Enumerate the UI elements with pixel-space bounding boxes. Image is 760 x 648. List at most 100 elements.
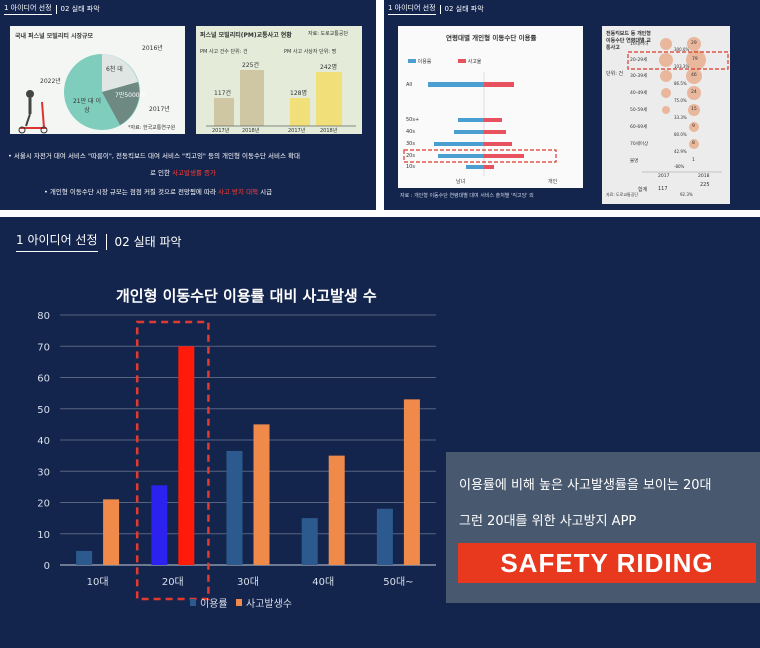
bar-usage (376, 508, 393, 565)
pm-value-2: 225건 (242, 62, 259, 69)
side-pct-1: 103.3% (674, 64, 690, 69)
side-row-4: 50-59세 (630, 108, 648, 113)
row-10s: 10s (406, 164, 415, 170)
pm-sub2: PM 사고 사상자 단위: 명 (284, 49, 337, 55)
x-tick-label: 20대 (162, 576, 184, 588)
slide-age-usage: 1 아이디어 선정 02 실태 파악 연령대별 개인형 이동수단 이용률 이용률… (384, 0, 760, 210)
panel-a-source: *자료: 한국교통연구원 (128, 125, 176, 131)
y-tick-label: 0 (44, 561, 50, 572)
side-row-2: 30-39세 (630, 74, 648, 79)
side-total-label: 합계 (638, 187, 648, 193)
breadcrumb-step1: 1 아이디어 선정 (16, 231, 98, 252)
y-tick-label: 40 (37, 436, 50, 447)
age-accident-panel: 전동킥보드 등 개인형이동수단 연령대별 교통사고 단위: 건 10대이하 20… (602, 26, 730, 204)
breadcrumb-step2: 02 실태 파악 (114, 235, 182, 249)
side-year-2018: 2018 (698, 174, 710, 179)
highlight-box (135, 320, 210, 601)
x-tick-label: 40대 (312, 576, 334, 588)
label-2022: 2022년 (40, 78, 61, 85)
side-year-2017: 2017 (658, 174, 670, 179)
side-row-3: 40-49세 (630, 91, 648, 96)
market-size-panel: 국내 퍼스널 모빌리티 시장규모 2016년 6천 대 7만5000대 2017… (10, 26, 185, 134)
side-pct-3: 75.0% (674, 98, 687, 103)
x-tick-label: 50대~ (383, 576, 413, 588)
market-pie-chart (64, 54, 140, 130)
breadcrumb: 1 아이디어 선정 02 실태 파악 (4, 3, 100, 15)
legend-label-accidents: 사고발생수 (246, 598, 292, 610)
breadcrumb-step2: 02 실태 파악 (60, 5, 100, 13)
y-tick-label: 10 (37, 530, 50, 541)
bullet-1b: 로 인한 사고발생률 증가 (150, 167, 216, 177)
side-row-7: 불명 (630, 159, 639, 164)
label-2017: 2017년 (149, 106, 170, 113)
breadcrumb-step1: 1 아이디어 선정 (4, 3, 52, 15)
legend-label-usage: 이용률 (200, 598, 228, 610)
bullet-1b-red: 사고발생률 증가 (172, 169, 217, 177)
bullet-2: • 개인형 이동수단 시장 규모는 점점 커질 것으로 전망됨에 따라 사고 방… (44, 188, 273, 196)
legend-swatch-accidents (236, 599, 242, 606)
pm-value-4: 242명 (320, 64, 337, 71)
side-pct-2: 86.5% (674, 81, 687, 86)
side-pct-0: 300.0% (674, 47, 690, 52)
usage-accident-chart: 0 10 20 30 40 50 60 70 80 10대 20대 30대 40대 50대~ 이용률 사고발생… (37, 311, 436, 610)
side-title: 전동킥보드 등 개인형이동수단 연령대별 교통사고 (606, 31, 651, 51)
safety-riding-banner: SAFETY RIDING (458, 543, 756, 583)
y-tick-label: 80 (37, 311, 50, 322)
label-6000: 6천 대 (106, 66, 123, 73)
y-tick-label: 70 (37, 342, 50, 353)
label-2016: 2016년 (142, 45, 163, 52)
row-30s: 30s (406, 141, 415, 147)
side-pct-6: 42.9% (674, 149, 687, 154)
side-value-6: 8 (692, 141, 695, 146)
bar-accidents (328, 455, 345, 565)
pm-accident-source: 자료: 도로교통공단 (308, 31, 349, 37)
age-usage-source: 자료 : 개인형 이동수단 연령대별 대여 서비스 출처별 '킥고잉' 외 (400, 193, 534, 199)
pm-year-3: 2017년 (288, 128, 306, 134)
y-tick-label: 50 (37, 405, 50, 416)
legend-accident-label: 사고율 (467, 59, 482, 65)
side-row-5: 60-69세 (630, 125, 648, 130)
market-size-title: 국내 퍼스널 모빌리티 시장규모 (15, 33, 94, 40)
side-total-pct: 92.3% (680, 192, 693, 197)
bullet-1: • 서울시 자전거 대여 서비스 "따릉이", 전동킥보드 대여 서비스 "킥고… (8, 152, 300, 160)
callout-line-2: 그런 20대를 위한 사고방지 APP (459, 514, 637, 529)
pm-value-1: 117건 (214, 90, 231, 97)
breadcrumb: 1 아이디어 선정 02 실태 파악 (388, 3, 484, 15)
insight-callout: 이용률에 비해 높은 사고발생률을 보이는 20대 그런 20대를 위한 사고방… (446, 452, 760, 603)
side-unit: 단위: 건 (606, 71, 624, 77)
bullet-2-red: 사고 방지 대책 (218, 188, 259, 196)
pm-accident-panel: 퍼스널 모빌리티(PM)교통사고 현황 자료: 도로교통공단 PM 사고 건수 … (196, 26, 362, 134)
breadcrumb-divider (105, 233, 107, 250)
bar-usage (301, 518, 318, 565)
pm-sub1: PM 사고 건수 단위: 건 (200, 49, 248, 55)
bar-usage (76, 550, 93, 565)
side-pct-7: -80% (674, 164, 685, 169)
bullet-2-prefix: 개인형 이동수단 시장 규모는 점점 커질 것으로 전망됨에 따라 (49, 188, 219, 196)
row-40s: 40s (406, 129, 415, 135)
pm-year-1: 2017년 (212, 128, 230, 134)
label-75000: 7만5000대 (115, 92, 146, 99)
bar-accidents (253, 424, 270, 565)
side-value-2: 46 (691, 73, 697, 78)
breadcrumb-step2: 02 실태 파악 (444, 5, 484, 13)
bullet-2-suffix: 시급 (258, 188, 273, 196)
pm-value-3: 128명 (290, 90, 307, 97)
scooter-rider-illustration (18, 90, 48, 134)
legend-swatch-usage (190, 599, 196, 606)
x-tick-label: 30대 (237, 576, 259, 588)
y-tick-label: 20 (37, 499, 50, 510)
x-tick-label: 10대 (87, 576, 109, 588)
chart-title: 개인형 이동수단 이용률 대비 사고발생 수 (116, 287, 377, 305)
side-row-1: 20-29세 (630, 58, 648, 63)
legend-usage-label: 이용률 (417, 59, 432, 65)
breadcrumb-divider (439, 4, 441, 14)
side-value-0: 29 (691, 41, 697, 46)
bar-usage (226, 450, 243, 565)
side-row-6: 70세이상 (630, 142, 649, 147)
breadcrumb-step1: 1 아이디어 선정 (388, 3, 436, 15)
axis-right: 개인 (548, 179, 558, 185)
pm-accident-bars (206, 70, 356, 127)
legend-accident: 사고율 (458, 58, 481, 65)
y-tick-label: 60 (37, 374, 50, 385)
bullet-1b-prefix: 로 인한 (150, 169, 173, 177)
